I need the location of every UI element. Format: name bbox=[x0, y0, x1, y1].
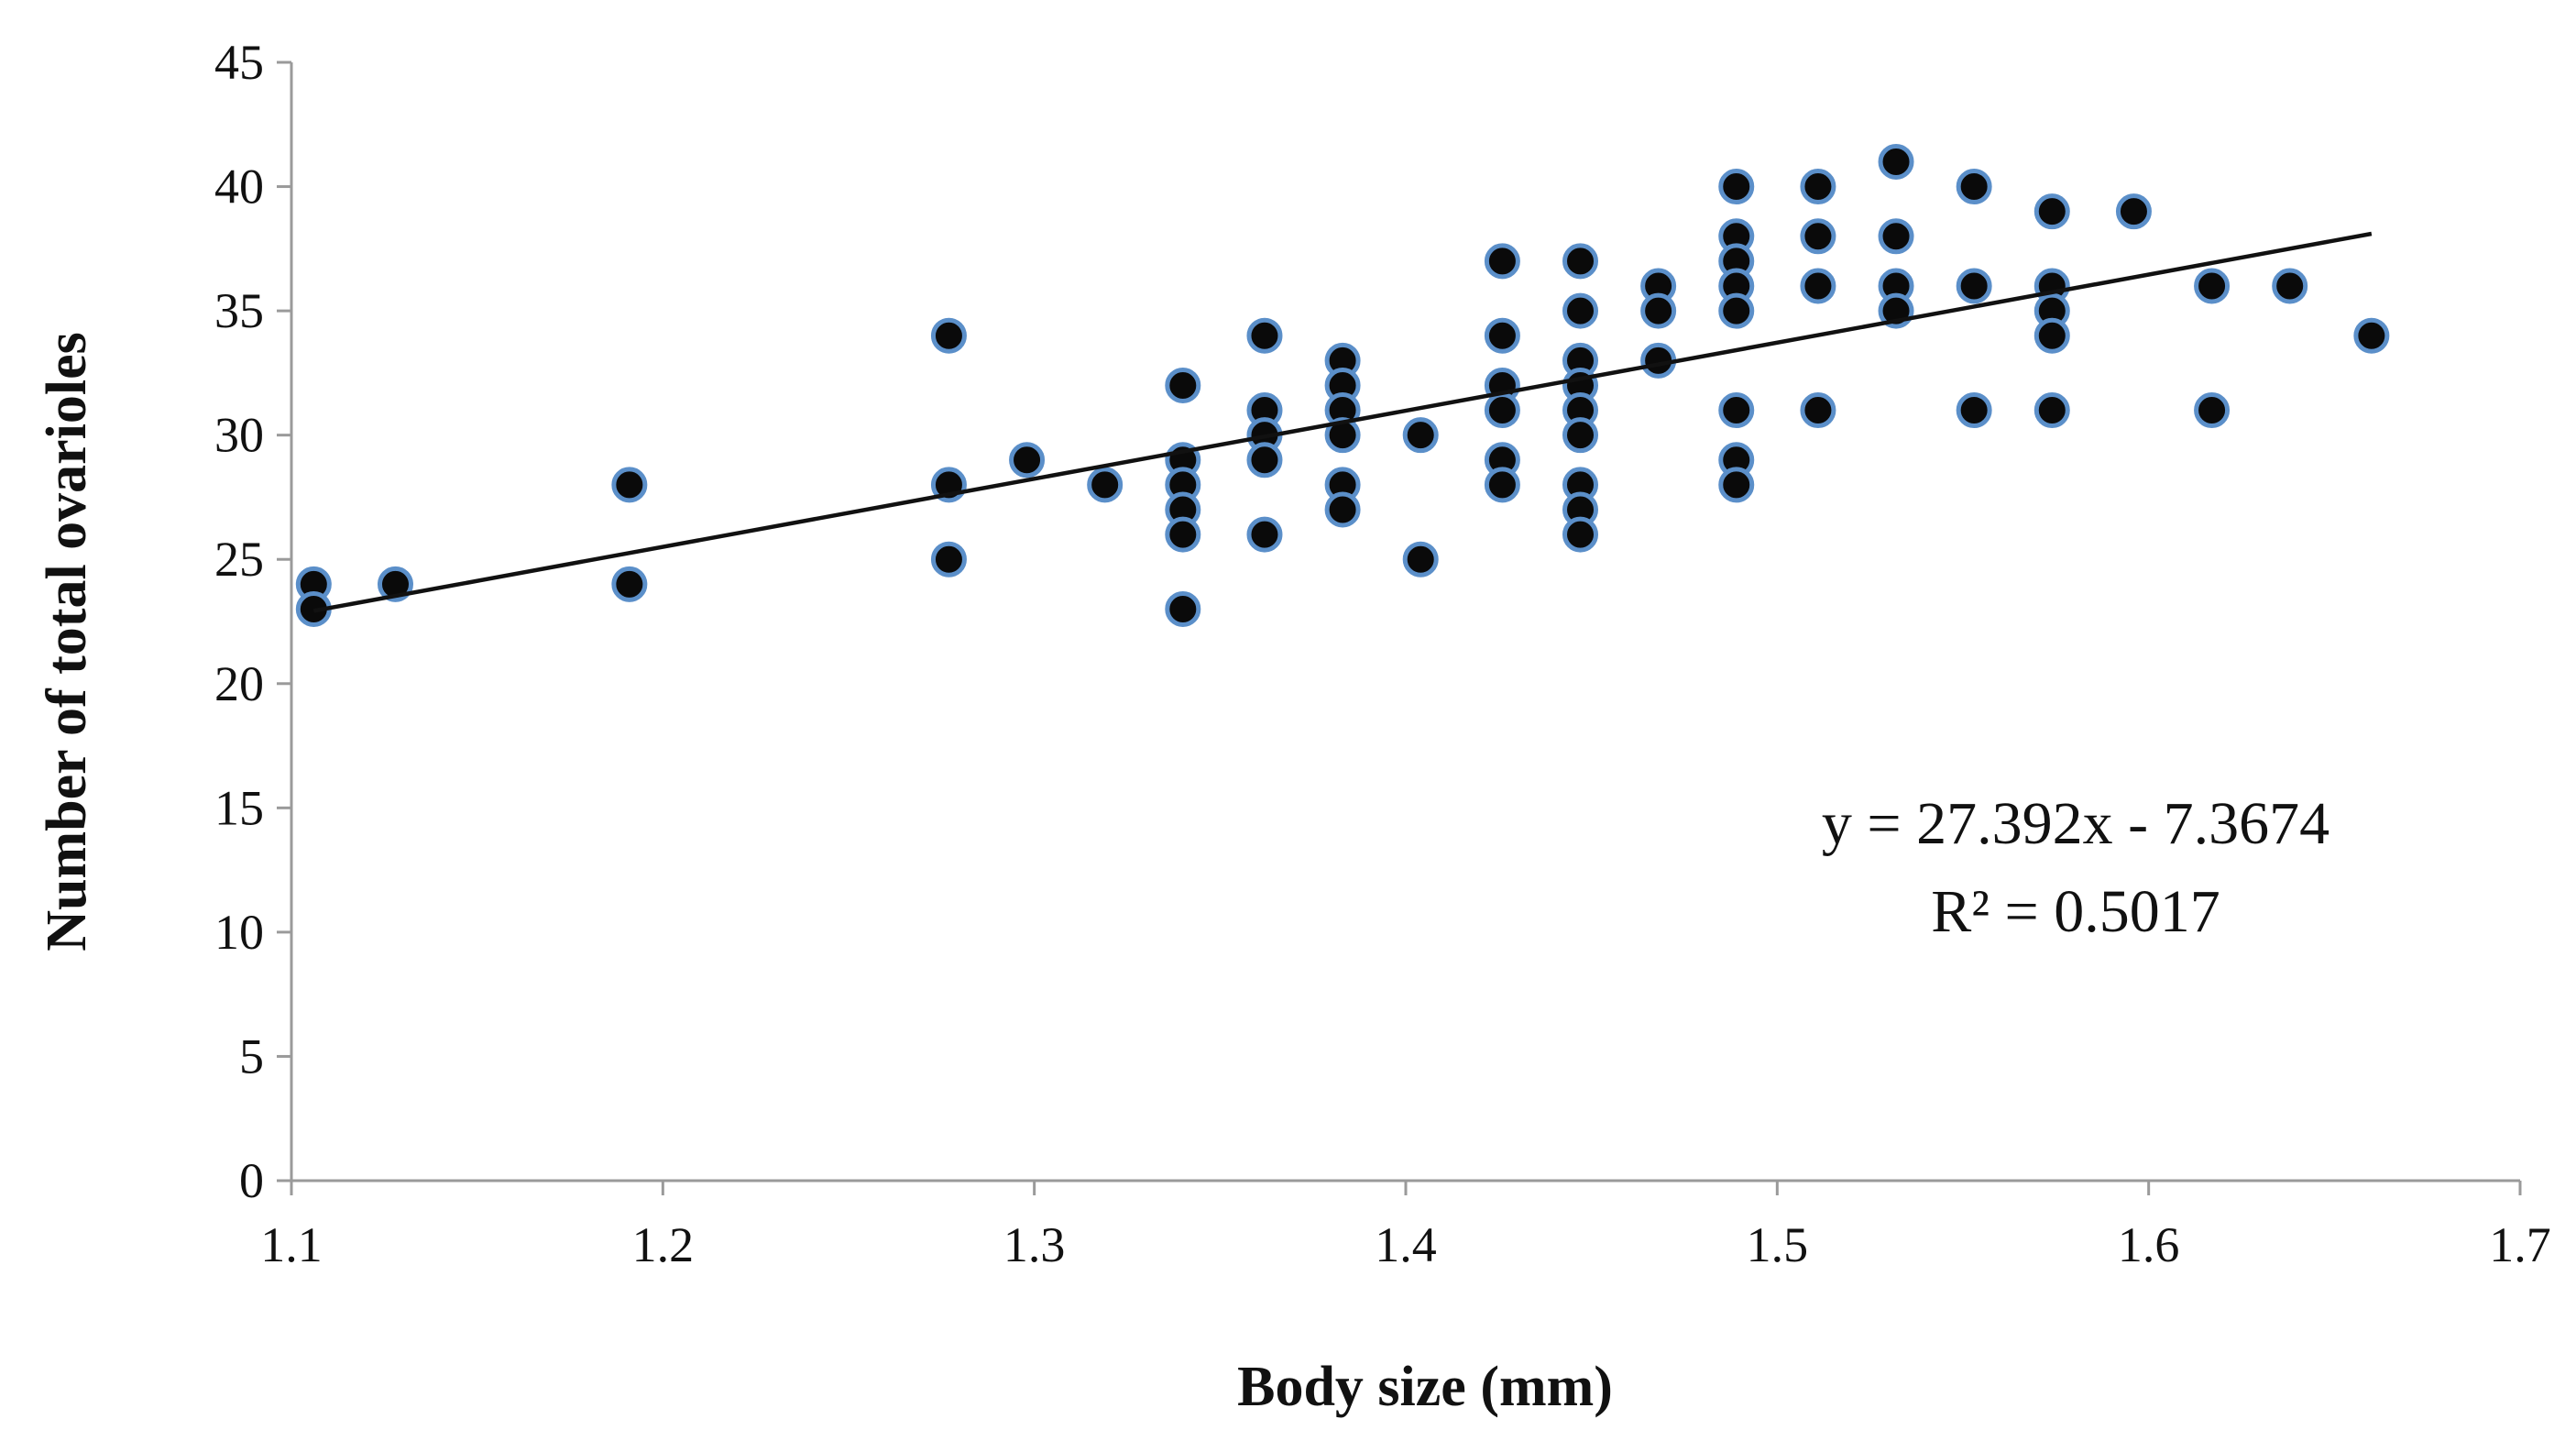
x-tick-label: 1.2 bbox=[632, 1217, 695, 1272]
data-point bbox=[2033, 193, 2070, 230]
data-point bbox=[1800, 169, 1836, 205]
data-point bbox=[1246, 516, 1283, 553]
x-axis-title: Body size (mm) bbox=[1237, 1356, 1613, 1418]
data-point bbox=[2033, 317, 2070, 354]
data-point bbox=[1246, 317, 1283, 354]
data-point bbox=[1484, 392, 1520, 429]
data-point bbox=[930, 317, 967, 354]
y-tick-label: 30 bbox=[214, 408, 264, 463]
y-tick-label: 5 bbox=[239, 1028, 264, 1084]
data-point bbox=[1956, 169, 1992, 205]
data-point bbox=[2194, 268, 2231, 304]
data-point bbox=[1402, 541, 1439, 578]
x-tick-label: 1.5 bbox=[1747, 1217, 1809, 1272]
data-point bbox=[2272, 268, 2308, 304]
data-point bbox=[1165, 590, 1201, 627]
y-axis-ticks: 0 5 10 15 20 25 30 35 40 45 bbox=[214, 35, 291, 1208]
data-point bbox=[1956, 392, 1992, 429]
data-point bbox=[1484, 317, 1520, 354]
x-tick-label: 1.1 bbox=[260, 1217, 323, 1272]
data-point bbox=[1800, 268, 1836, 304]
data-point bbox=[1562, 292, 1599, 329]
y-tick-label: 15 bbox=[214, 780, 264, 835]
data-point bbox=[2353, 317, 2390, 354]
data-point bbox=[1878, 143, 1914, 180]
trendline-equation: y = 27.392x - 7.3674 bbox=[1822, 790, 2329, 857]
data-point bbox=[1246, 442, 1283, 478]
data-point bbox=[1800, 218, 1836, 255]
data-point bbox=[1718, 169, 1755, 205]
y-tick-label: 45 bbox=[214, 35, 264, 90]
data-point bbox=[611, 566, 648, 602]
data-point bbox=[1324, 491, 1361, 528]
data-points bbox=[295, 143, 2390, 627]
data-point bbox=[377, 566, 413, 602]
y-tick-label: 20 bbox=[214, 656, 264, 711]
data-point bbox=[1800, 392, 1836, 429]
data-point bbox=[1718, 467, 1755, 503]
data-point bbox=[1009, 442, 1046, 478]
axes bbox=[290, 62, 2520, 1182]
y-axis-title: Number of total ovarioles bbox=[36, 332, 98, 952]
data-point bbox=[1562, 243, 1599, 280]
data-point bbox=[1165, 516, 1201, 553]
data-point bbox=[1087, 467, 1124, 503]
data-point bbox=[1484, 243, 1520, 280]
data-point bbox=[1878, 218, 1914, 255]
y-tick-label: 0 bbox=[239, 1153, 264, 1208]
data-point bbox=[2194, 392, 2231, 429]
trendline bbox=[312, 231, 2373, 613]
data-point bbox=[611, 467, 648, 503]
data-point bbox=[1562, 516, 1599, 553]
r-squared-label: R² = 0.5017 bbox=[1931, 878, 2220, 945]
x-tick-label: 1.7 bbox=[2489, 1217, 2551, 1272]
y-tick-label: 40 bbox=[214, 160, 264, 214]
data-point bbox=[1402, 417, 1439, 454]
data-point bbox=[1640, 292, 1677, 329]
x-tick-label: 1.6 bbox=[2118, 1217, 2180, 1272]
y-tick-label: 10 bbox=[214, 905, 264, 960]
x-tick-label: 1.3 bbox=[1003, 1217, 1066, 1272]
data-point bbox=[1718, 292, 1755, 329]
data-point bbox=[1324, 417, 1361, 454]
x-axis-ticks: 1.1 1.2 1.3 1.4 1.5 1.6 1.7 bbox=[260, 1181, 2551, 1272]
data-point bbox=[2033, 392, 2070, 429]
data-point bbox=[1484, 467, 1520, 503]
data-point bbox=[1718, 392, 1755, 429]
data-point bbox=[1956, 268, 1992, 304]
data-point bbox=[1165, 367, 1201, 403]
data-point bbox=[1562, 417, 1599, 454]
y-tick-label: 35 bbox=[214, 283, 264, 338]
y-tick-label: 25 bbox=[214, 532, 264, 587]
data-point bbox=[2115, 193, 2152, 230]
x-tick-label: 1.4 bbox=[1375, 1217, 1437, 1272]
data-point bbox=[930, 541, 967, 578]
